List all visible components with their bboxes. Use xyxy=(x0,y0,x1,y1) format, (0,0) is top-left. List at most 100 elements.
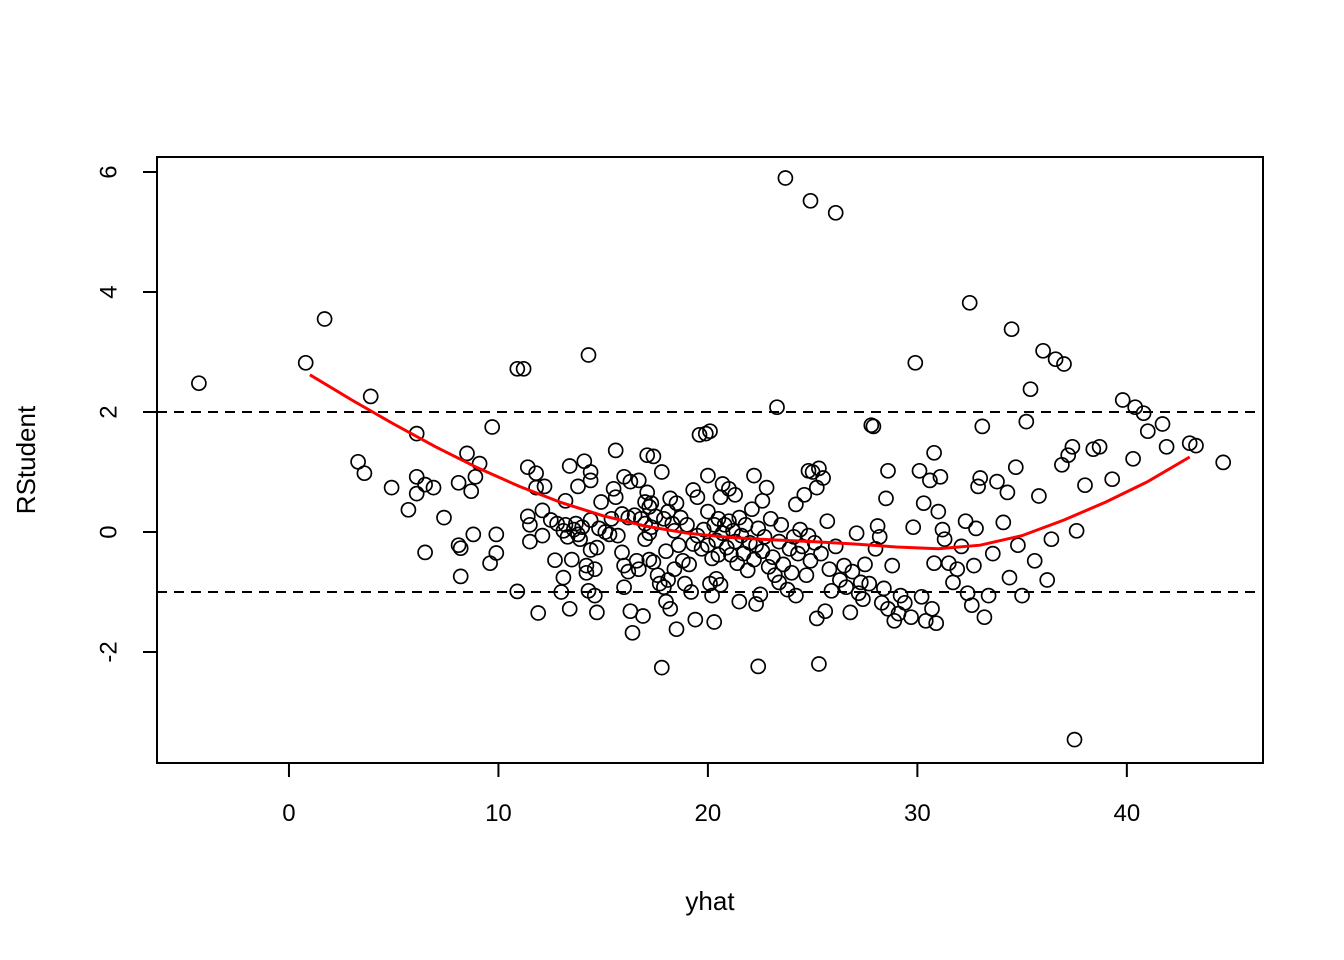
data-point xyxy=(570,478,586,495)
data-point xyxy=(777,170,794,186)
data-point xyxy=(408,485,425,502)
data-point xyxy=(601,526,618,543)
data-point xyxy=(848,525,865,542)
data-point xyxy=(622,473,639,490)
data-point xyxy=(1026,552,1043,569)
data-point xyxy=(586,587,603,604)
data-point xyxy=(578,557,595,574)
data-point xyxy=(748,596,764,612)
data-point xyxy=(450,537,467,554)
data-point xyxy=(924,600,940,617)
data-point xyxy=(471,455,488,472)
x-tick-label: 40 xyxy=(1113,800,1140,827)
data-point xyxy=(417,476,433,493)
data-point xyxy=(813,545,829,562)
y-axis-title: RStudent xyxy=(11,405,41,514)
data-point xyxy=(488,545,505,561)
data-point xyxy=(555,569,572,586)
points-layer xyxy=(191,170,1232,748)
data-point xyxy=(687,611,704,628)
data-point xyxy=(905,519,922,536)
data-point xyxy=(425,479,442,496)
data-point xyxy=(1031,488,1047,504)
data-point xyxy=(823,582,840,599)
data-point xyxy=(649,567,666,584)
data-point xyxy=(1125,450,1141,467)
data-point xyxy=(670,537,687,554)
data-point xyxy=(980,587,997,604)
data-point xyxy=(984,545,1001,562)
data-point xyxy=(922,472,938,489)
data-point xyxy=(907,354,924,371)
data-point xyxy=(530,605,547,621)
data-point xyxy=(700,467,716,484)
data-point xyxy=(746,551,762,568)
data-point xyxy=(685,536,702,552)
x-tick-label: 30 xyxy=(904,800,931,827)
data-point xyxy=(635,608,651,624)
data-point xyxy=(712,489,729,506)
data-point xyxy=(861,575,878,592)
data-point xyxy=(509,360,526,377)
data-point xyxy=(605,480,622,497)
data-point xyxy=(695,521,712,538)
data-point xyxy=(666,561,683,578)
data-point xyxy=(852,574,869,591)
data-point xyxy=(1077,477,1093,494)
data-point xyxy=(704,587,720,604)
data-point xyxy=(681,556,697,573)
data-point xyxy=(865,418,882,435)
data-point xyxy=(788,496,804,513)
data-point xyxy=(764,549,781,566)
plot-frame xyxy=(156,156,1264,764)
data-point xyxy=(561,458,578,474)
data-point xyxy=(911,462,928,479)
data-point xyxy=(1139,423,1156,440)
data-point xyxy=(714,525,731,542)
data-point xyxy=(522,516,538,533)
data-point xyxy=(452,540,469,557)
data-point xyxy=(668,621,685,638)
data-point xyxy=(819,513,836,530)
data-point xyxy=(578,564,595,581)
data-point xyxy=(821,561,838,578)
data-point xyxy=(408,468,425,485)
y-axis: -2 0 2 4 6 xyxy=(96,165,158,663)
data-point xyxy=(1054,456,1070,473)
data-point xyxy=(1064,438,1081,455)
data-point xyxy=(716,516,733,533)
data-point xyxy=(836,557,852,574)
data-point xyxy=(515,360,532,377)
data-point xyxy=(773,516,790,533)
data-point xyxy=(930,503,947,520)
data-point xyxy=(1215,454,1232,471)
data-point xyxy=(936,531,953,548)
data-point xyxy=(802,192,819,209)
data-point xyxy=(522,533,538,550)
data-point xyxy=(645,448,662,465)
data-point xyxy=(1007,459,1024,476)
data-point xyxy=(609,527,626,544)
data-point xyxy=(1154,416,1171,432)
data-point xyxy=(869,518,886,534)
data-point xyxy=(536,478,553,495)
data-point xyxy=(756,528,773,545)
data-point xyxy=(668,495,685,512)
data-point xyxy=(970,478,986,495)
x-axis: 0 10 20 30 40 xyxy=(282,762,1140,827)
data-point xyxy=(586,561,603,578)
data-point xyxy=(712,576,729,593)
data-point xyxy=(534,502,551,519)
data-point xyxy=(949,561,966,578)
data-point xyxy=(417,544,433,561)
data-point xyxy=(519,459,536,476)
x-tick-label: 10 xyxy=(485,800,512,827)
data-point xyxy=(450,474,467,491)
data-point xyxy=(871,528,888,545)
data-point xyxy=(662,600,679,617)
data-point xyxy=(762,510,779,527)
data-point xyxy=(876,580,892,597)
data-point xyxy=(1001,569,1018,586)
data-point xyxy=(783,564,800,581)
data-point xyxy=(811,460,827,477)
